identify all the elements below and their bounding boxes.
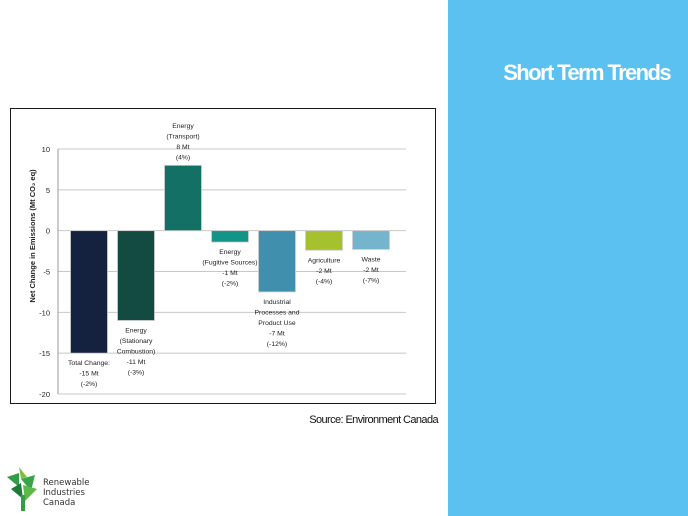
data-label: (Fugitive Sources) [202,260,257,267]
data-label: Product Use [258,320,296,327]
y-tick-label: 10 [42,145,50,154]
data-label: Industrial [263,299,291,306]
data-label: (-7%) [363,277,380,284]
company-logo-icon [7,467,37,511]
data-label: -15 Mt [79,371,98,378]
data-label: Combustion) [117,349,156,356]
logo-line: Industries [43,488,85,498]
data-label: Energy [172,123,194,130]
y-tick-label: -10 [39,308,50,317]
bar [164,164,202,232]
logo-wordmark: Renewable Industries Canada [43,478,90,508]
y-tick-label: -15 [39,349,50,358]
slide-title: Short Term Trends [503,60,671,85]
data-label: Agriculture [308,257,341,264]
data-label: (-2%) [81,381,98,388]
data-label: Energy [219,249,241,256]
data-label: -2 Mt [363,267,379,274]
bar [258,230,296,293]
data-label: -2 Mt [316,268,332,275]
y-tick-label: 5 [46,186,50,195]
logo-line: Canada [43,498,76,508]
emissions-bar-chart: 10 5 0 -5 -10 -15 -20 Net Change in Emissions (… [28,123,406,399]
data-label: -11 Mt [127,359,146,366]
bar [352,230,390,250]
data-label: (Stationary [120,338,153,345]
data-label: (-12%) [267,341,287,348]
data-label: Energy [125,328,147,335]
source-caption: Source: Environment Canada [309,414,438,426]
bar [305,230,343,251]
y-tick-label: 0 [46,227,50,236]
y-tick-label: -20 [39,390,50,399]
data-label: -1 Mt [222,270,238,277]
data-label: (-3%) [128,370,145,377]
title-panel: Short Term Trends [448,0,688,516]
bar [117,230,155,321]
data-label: (-2%) [222,281,239,288]
logo-line: Renewable [43,478,90,488]
y-tick-label: -5 [43,268,50,277]
bar [211,230,249,243]
data-label: Total Change: [68,360,110,367]
data-label: Waste [361,256,380,263]
y-axis-label: Net Change in Emissions (Mt CO₂ eq) [28,169,37,303]
data-label: (4%) [176,154,190,161]
data-label: -7 Mt [269,330,285,337]
data-label: (-4%) [316,278,333,285]
data-label: Processes and [255,309,300,316]
bar [70,230,108,354]
data-label: (Transport) [166,133,199,140]
data-label: 8 Mt [176,144,189,151]
